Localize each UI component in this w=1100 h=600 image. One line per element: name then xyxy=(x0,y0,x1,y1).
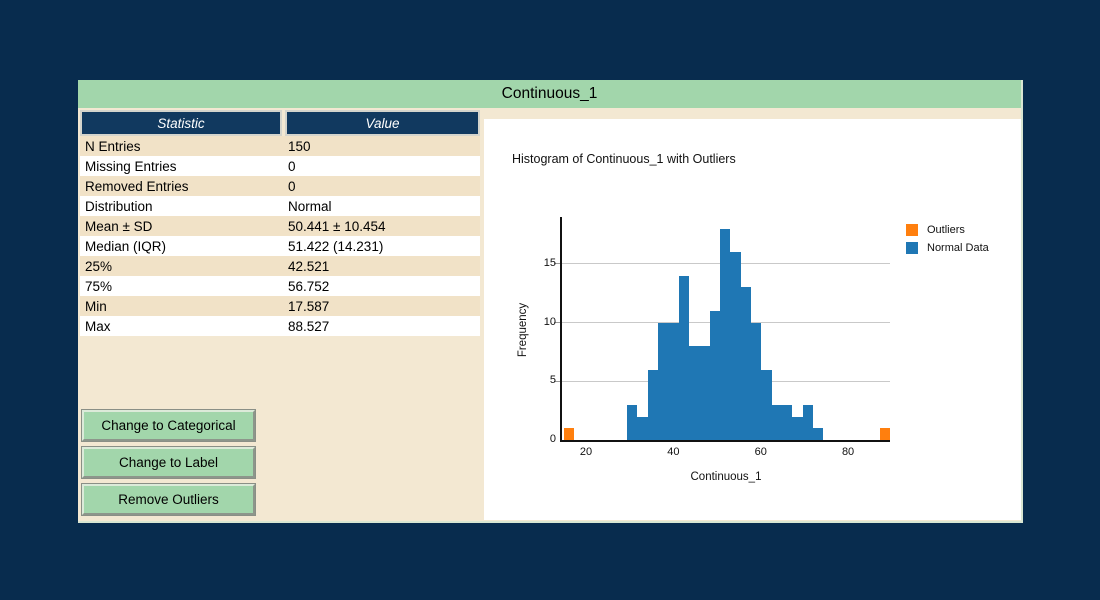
stat-name-cell: Removed Entries xyxy=(85,178,189,194)
stat-name-cell: 75% xyxy=(85,278,113,294)
stat-value-cell: 56.752 xyxy=(288,278,330,294)
histogram-bar xyxy=(730,252,741,440)
histogram-panel: Histogram of Continuous_1 with Outliers … xyxy=(484,119,1021,520)
statistics-table: Statistic Value N Entries 150 Missing Entr… xyxy=(80,110,480,336)
legend-label: Outliers xyxy=(927,224,965,236)
action-buttons: Change to Categorical Change to Label Re… xyxy=(81,409,256,516)
y-tick-label: 5 xyxy=(549,374,556,387)
histogram-bar xyxy=(647,369,659,440)
x-tick-label: 60 xyxy=(754,446,767,458)
histogram-bar xyxy=(699,346,710,440)
table-row: Distribution Normal xyxy=(80,196,480,216)
histogram-bar xyxy=(689,346,700,440)
stat-name-cell: Distribution xyxy=(85,198,153,214)
histogram-bar xyxy=(564,428,575,440)
y-tick-label: 10 xyxy=(543,315,556,328)
plot-area xyxy=(554,217,890,442)
y-tick-mark xyxy=(554,380,560,382)
table-row: Median (IQR) 51.422 (14.231) xyxy=(80,236,480,256)
x-tick-label: 40 xyxy=(667,446,680,458)
histogram-bar xyxy=(709,310,721,440)
histogram-bar xyxy=(802,404,814,440)
stat-value-cell: 150 xyxy=(288,138,311,154)
table-row: Max 88.527 xyxy=(80,316,480,336)
table-row: Min 17.587 xyxy=(80,296,480,316)
y-tick-label: 15 xyxy=(543,256,556,269)
change-to-categorical-button[interactable]: Change to Categorical xyxy=(81,409,256,442)
histogram-bar xyxy=(751,322,762,440)
statistics-table-header: Statistic Value xyxy=(80,110,480,136)
histogram-bar xyxy=(720,228,731,440)
stat-name-cell: Median (IQR) xyxy=(85,238,167,254)
histogram-bar xyxy=(879,428,890,440)
window-titlebar: Continuous_1 xyxy=(78,80,1021,108)
x-axis-label: Continuous_1 xyxy=(690,471,762,483)
variable-summary-window: Continuous_1 Statistic Value N Entries 15… xyxy=(78,80,1023,523)
stat-name-cell: Mean ± SD xyxy=(85,218,153,234)
table-row: Missing Entries 0 xyxy=(80,156,480,176)
column-header-value: Value xyxy=(285,110,480,136)
change-to-label-button[interactable]: Change to Label xyxy=(81,446,256,479)
histogram-bar xyxy=(782,404,793,440)
y-axis-line xyxy=(560,217,562,442)
table-row: Removed Entries 0 xyxy=(80,176,480,196)
legend-item: Outliers xyxy=(906,224,989,236)
chart-title: Histogram of Continuous_1 with Outliers xyxy=(512,152,736,166)
stat-name-cell: 25% xyxy=(85,258,113,274)
histogram-bar xyxy=(792,416,803,440)
table-row: Mean ± SD 50.441 ± 10.454 xyxy=(80,216,480,236)
stat-value-cell: 17.587 xyxy=(288,298,330,314)
window-content: Statistic Value N Entries 150 Missing Entr… xyxy=(78,108,1021,521)
stat-value-cell: 0 xyxy=(288,178,296,194)
stat-name-cell: Missing Entries xyxy=(85,158,177,174)
histogram-bar xyxy=(658,322,669,440)
legend-swatch-normal-icon xyxy=(906,242,918,254)
histogram-bar xyxy=(740,287,752,440)
stat-value-cell: 50.441 ± 10.454 xyxy=(288,218,386,234)
y-tick-label: 0 xyxy=(549,433,556,445)
stat-value-cell: 42.521 xyxy=(288,258,330,274)
x-tick-label: 80 xyxy=(841,446,855,458)
x-tick-label: 20 xyxy=(579,446,593,458)
stat-name-cell: Max xyxy=(85,318,111,334)
window-title: Continuous_1 xyxy=(501,85,598,102)
legend-swatch-outliers-icon xyxy=(906,224,918,236)
x-axis-line xyxy=(560,440,890,442)
stat-value-cell: 0 xyxy=(288,158,296,174)
y-tick-mark xyxy=(554,263,560,265)
column-header-statistic: Statistic xyxy=(80,110,282,136)
stat-value-cell: Normal xyxy=(288,198,332,214)
histogram-bar xyxy=(771,404,783,440)
histogram-bar xyxy=(813,428,824,440)
histogram-bar xyxy=(627,404,638,440)
stat-value-cell: 51.422 (14.231) xyxy=(288,238,384,254)
table-row: 75% 56.752 xyxy=(80,276,480,296)
remove-outliers-button[interactable]: Remove Outliers xyxy=(81,483,256,516)
histogram-bar xyxy=(637,416,648,440)
y-axis-label: Frequency xyxy=(517,302,529,358)
statistics-table-body: N Entries 150 Missing Entries 0 Removed Entr… xyxy=(80,136,480,336)
table-row: 25% 42.521 xyxy=(80,256,480,276)
histogram-bar xyxy=(668,322,679,440)
legend-label: Normal Data xyxy=(927,242,989,254)
stat-name-cell: N Entries xyxy=(85,138,141,154)
stat-value-cell: 88.527 xyxy=(288,318,330,334)
table-row: N Entries 150 xyxy=(80,136,480,156)
histogram-bar xyxy=(678,275,690,440)
histogram-bar xyxy=(761,369,772,440)
stat-name-cell: Min xyxy=(85,298,107,314)
y-tick-mark xyxy=(554,322,560,324)
legend-item: Normal Data xyxy=(906,242,989,254)
legend: Outliers Normal Data xyxy=(906,224,989,254)
